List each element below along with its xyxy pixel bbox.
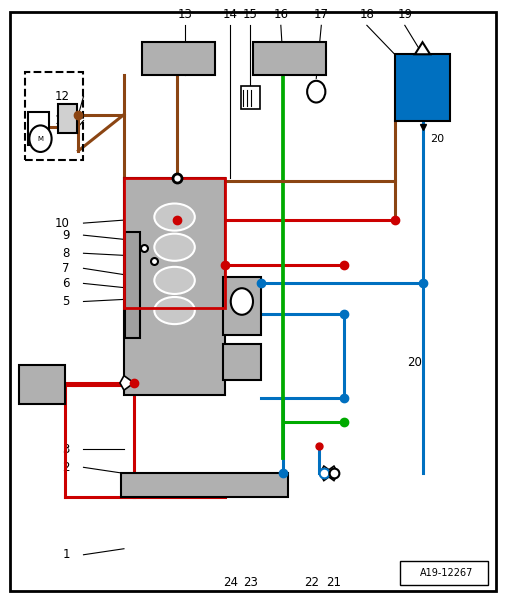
Text: 9: 9 xyxy=(62,229,70,242)
Bar xyxy=(125,232,139,338)
Text: M: M xyxy=(37,136,43,142)
Text: 14: 14 xyxy=(222,8,237,21)
Bar xyxy=(25,72,83,160)
Bar xyxy=(240,86,260,109)
Text: 19: 19 xyxy=(396,8,412,21)
Circle shape xyxy=(29,125,52,152)
Polygon shape xyxy=(120,376,134,390)
Text: 23: 23 xyxy=(242,576,258,589)
Text: 20: 20 xyxy=(429,134,443,144)
Bar xyxy=(124,178,225,308)
Ellipse shape xyxy=(154,297,194,324)
Polygon shape xyxy=(323,466,337,481)
Text: 15: 15 xyxy=(242,8,258,21)
Ellipse shape xyxy=(154,234,194,260)
Bar xyxy=(58,104,77,133)
Circle shape xyxy=(230,288,252,315)
Text: 5: 5 xyxy=(62,295,70,308)
Polygon shape xyxy=(414,42,429,54)
Ellipse shape xyxy=(154,203,194,231)
Text: 8: 8 xyxy=(62,247,70,260)
Text: 13: 13 xyxy=(177,8,192,21)
Text: 20: 20 xyxy=(407,356,422,369)
Text: 22: 22 xyxy=(303,576,318,589)
Bar xyxy=(121,473,288,497)
Bar xyxy=(28,112,49,145)
Text: 2: 2 xyxy=(62,461,70,474)
Polygon shape xyxy=(319,466,333,481)
Text: 1: 1 xyxy=(62,548,70,561)
Text: 24: 24 xyxy=(222,576,237,589)
Text: 10: 10 xyxy=(55,216,70,230)
Bar xyxy=(222,277,260,335)
Bar xyxy=(124,178,225,395)
Text: 6: 6 xyxy=(62,277,70,290)
Text: 12: 12 xyxy=(55,90,70,103)
Text: 16: 16 xyxy=(273,8,288,21)
Text: 4: 4 xyxy=(23,376,30,390)
Bar xyxy=(252,42,326,75)
Text: A19-12267: A19-12267 xyxy=(419,568,472,578)
Bar xyxy=(394,54,449,121)
Text: 17: 17 xyxy=(313,8,328,21)
Text: 21: 21 xyxy=(326,576,341,589)
Bar xyxy=(141,42,215,75)
Text: 7: 7 xyxy=(62,262,70,275)
Bar xyxy=(399,561,487,585)
Text: 18: 18 xyxy=(359,8,374,21)
Bar xyxy=(19,365,65,404)
Ellipse shape xyxy=(154,267,194,294)
Text: 11: 11 xyxy=(55,114,70,127)
Bar xyxy=(222,344,260,380)
Text: 3: 3 xyxy=(62,443,70,456)
Circle shape xyxy=(307,81,325,103)
